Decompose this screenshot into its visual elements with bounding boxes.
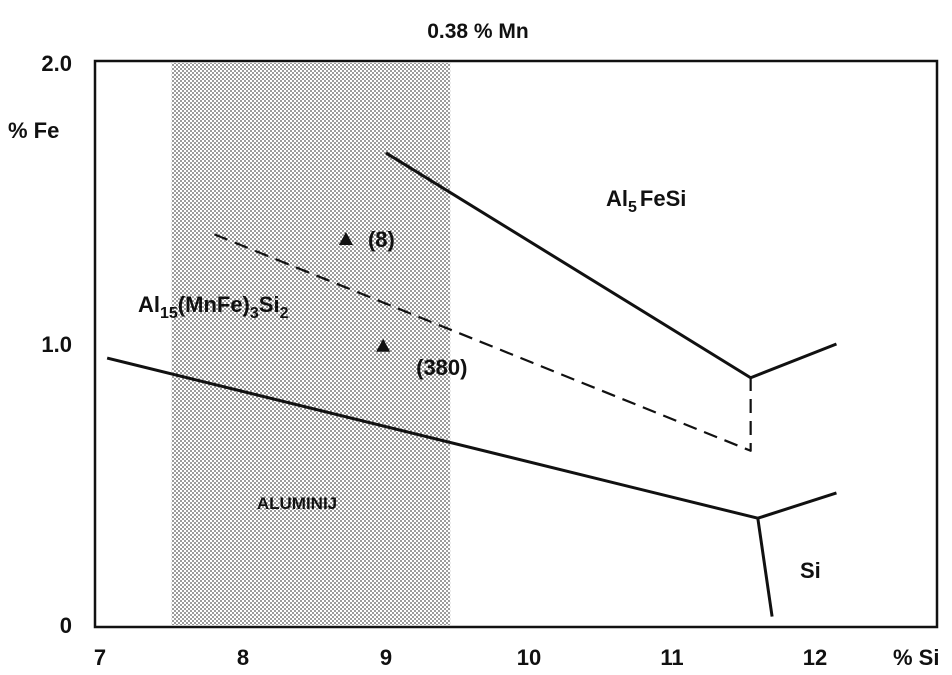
region-label-al15mnfe3si2: Al15(MnFe)3Si2 [138, 292, 289, 322]
y-tick-label: 1.0 [41, 332, 72, 357]
solid-phase-boundary-line-5 [756, 518, 774, 617]
solid-phase-boundary-line-4 [757, 491, 837, 520]
x-tick-label: 11 [660, 645, 683, 670]
x-axis-label: % Si [893, 645, 939, 670]
data-point-triangle-1 [376, 338, 391, 352]
y-axis-label: % Fe [8, 118, 59, 143]
x-tick-label: 12 [803, 645, 827, 670]
x-tick-label: 8 [237, 645, 249, 670]
plot-frame [93, 59, 939, 629]
band-label-aluminij: ALUMINIJ [257, 494, 337, 513]
x-tick-label: 9 [380, 645, 392, 670]
point-label-8: (8) [368, 227, 395, 252]
dashed-phase-boundary-line-2 [213, 233, 752, 452]
point-label-380: (380) [416, 355, 467, 380]
x-tick-label: 10 [517, 645, 541, 670]
x-tick-label: 7 [94, 645, 106, 670]
y-tick-label: 2.0 [41, 51, 72, 76]
solid-phase-boundary-line-1 [385, 151, 752, 379]
region-label-si: Si [800, 558, 821, 583]
data-point-triangle-0 [338, 232, 353, 246]
solid-phase-boundary-line-0 [106, 356, 759, 520]
y-tick-label: 0 [60, 613, 72, 638]
solid-phase-boundary-line-3 [750, 342, 837, 380]
aluminij-shaded-band [171, 63, 451, 625]
chart-title: 0.38 % Mn [427, 20, 529, 43]
region-label-al5fesi: Al5 FeSi [606, 186, 686, 216]
